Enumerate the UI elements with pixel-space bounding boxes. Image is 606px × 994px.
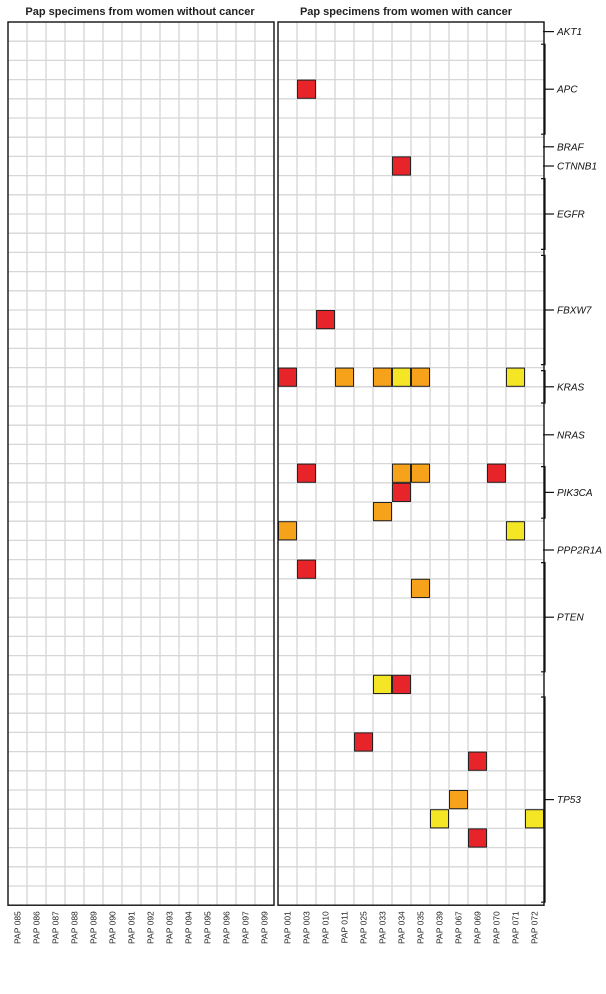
sample-label: PAP 010: [321, 911, 331, 944]
sample-label: PAP 025: [359, 911, 369, 944]
mutation-cell-red: [297, 79, 316, 99]
sample-label: PAP 093: [165, 911, 175, 944]
mutation-cell-red: [354, 732, 373, 752]
sample-label: PAP 097: [241, 911, 251, 944]
sample-label: PAP 096: [222, 911, 232, 944]
mutation-cell-orange: [335, 367, 354, 387]
sample-label: PAP 087: [51, 911, 61, 944]
sample-label: PAP 070: [492, 911, 502, 944]
gene-bracket: [541, 43, 546, 135]
gene-label: EGFR: [557, 210, 585, 221]
mutation-cell-yellow: [506, 521, 525, 541]
panel-title-with-cancer: Pap specimens from women with cancer: [300, 6, 513, 18]
mutation-cell-orange: [449, 790, 468, 810]
sample-label: PAP 035: [416, 911, 426, 944]
panel-border: [277, 21, 545, 906]
mutation-cell-red: [297, 463, 316, 483]
sample-label: PAP 094: [184, 911, 194, 944]
mutation-cell-orange: [411, 578, 430, 598]
gene-bracket: [541, 466, 546, 519]
gene-label: PIK3CA: [557, 488, 593, 499]
sample-label: PAP 072: [530, 911, 540, 944]
mutation-cell-orange: [278, 521, 297, 541]
mutation-cell-red: [468, 751, 487, 771]
mutation-cell-yellow: [373, 674, 392, 694]
gene-label: PTEN: [557, 613, 584, 624]
mutation-cell-yellow: [392, 367, 411, 387]
mutation-cell-red: [278, 367, 297, 387]
sample-label: PAP 099: [260, 911, 270, 944]
sample-labels: PAP 085 PAP 086 PAP 087 PAP 088 PAP 089 PAP 0…: [13, 911, 540, 944]
sample-label: PAP 085: [13, 911, 23, 944]
grid: [8, 22, 544, 906]
sample-label: PAP 039: [435, 911, 445, 944]
mutation-cells: [278, 79, 544, 848]
sample-label: PAP 033: [378, 911, 388, 944]
panel-borders: [7, 21, 545, 906]
mutation-cell-orange: [411, 367, 430, 387]
gene-label: FBXW7: [557, 306, 592, 317]
sample-label: PAP 071: [511, 911, 521, 944]
sample-label: PAP 095: [203, 911, 213, 944]
gene-label: TP53: [557, 795, 581, 806]
mutation-cell-red: [392, 482, 411, 502]
mutation-cell-red: [487, 463, 506, 483]
sample-label: PAP 089: [89, 911, 99, 944]
mutation-cell-orange: [411, 463, 430, 483]
gene-bracket: [541, 696, 546, 903]
mutation-cell-orange: [373, 502, 392, 522]
gene-annotations: AKT1 APC BRAF CTNNB1 EGFR FBXW7 KRAS NRAS PIK3CA…: [541, 27, 602, 903]
sample-label: PAP 069: [473, 911, 483, 944]
sample-label: PAP 003: [302, 911, 312, 944]
gene-label: AKT1: [556, 27, 582, 38]
sample-label: PAP 011: [340, 911, 350, 943]
sample-label: PAP 091: [127, 911, 137, 944]
gene-label: APC: [556, 85, 578, 96]
sample-label: PAP 086: [32, 911, 42, 944]
gene-label: CTNNB1: [557, 162, 597, 173]
gene-label: PPP2R1A: [557, 546, 602, 557]
sample-label: PAP 088: [70, 911, 80, 944]
panel-title-without-cancer: Pap specimens from women without cancer: [25, 6, 255, 18]
mutation-cell-yellow: [430, 809, 449, 829]
panel-border: [7, 21, 275, 906]
mutation-cell-yellow: [525, 809, 544, 829]
mutation-cell-red: [468, 828, 487, 848]
mutation-cell-orange: [373, 367, 392, 387]
sample-label: PAP 067: [454, 911, 464, 944]
mutation-cell-red: [297, 559, 316, 579]
mutation-cell-orange: [392, 463, 411, 483]
sample-label: PAP 090: [108, 911, 118, 944]
mutation-cell-red: [392, 674, 411, 694]
mutation-cell-red: [392, 156, 411, 176]
sample-label: PAP 092: [146, 911, 156, 944]
gene-label: NRAS: [557, 430, 585, 441]
sample-label: PAP 034: [397, 911, 407, 944]
sample-label: PAP 001: [283, 911, 293, 944]
gene-label: KRAS: [557, 382, 585, 393]
gene-label: BRAF: [557, 142, 585, 153]
mutation-cell-yellow: [506, 367, 525, 387]
mutation-cell-red: [316, 310, 335, 330]
